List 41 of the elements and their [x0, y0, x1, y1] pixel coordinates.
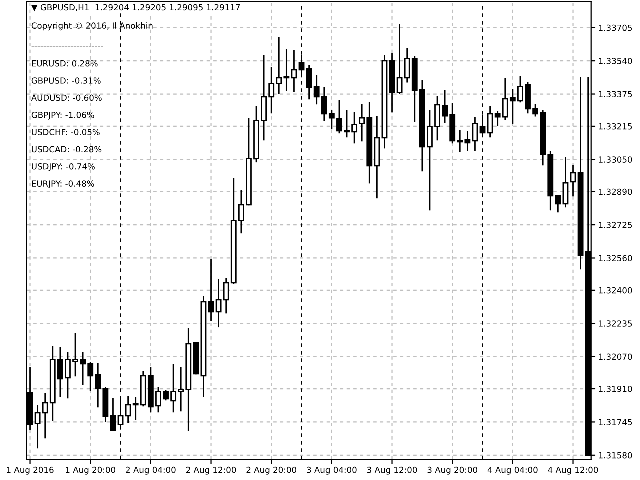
y-tick-label: 1.33375 — [599, 91, 632, 98]
annotation: AUDUSD: -0.60% — [31, 94, 102, 102]
x-tick-label: 4 Aug 04:00 — [488, 466, 538, 475]
x-tick-label: 3 Aug 04:00 — [307, 466, 357, 475]
x-tick-label: 4 Aug 12:00 — [548, 466, 598, 475]
y-tick-label: 1.31910 — [599, 386, 632, 392]
y-tick-label: 1.32560 — [599, 255, 632, 262]
candlestick — [291, 50, 298, 93]
candlestick — [472, 117, 478, 152]
annotation: ------------------------ — [32, 46, 104, 48]
x-tick-label: 1 Aug 20:00 — [66, 466, 116, 475]
y-tick-label: 1.33540 — [599, 58, 632, 64]
y-tick-label: 1.32070 — [599, 354, 632, 360]
candlestick — [562, 157, 569, 208]
candlestick — [208, 259, 214, 322]
y-tick-label: 1.33050 — [599, 156, 632, 163]
x-tick-label: 2 Aug 12:00 — [186, 466, 236, 475]
x-tick-label: 3 Aug 12:00 — [367, 466, 418, 475]
y-tick-label: 1.33705 — [599, 24, 632, 32]
x-tick-label: 2 Aug 20:00 — [246, 466, 296, 475]
x-tick-label: 2 Aug 04:00 — [126, 466, 176, 475]
annotation: USDCHF: -0.05% — [32, 129, 100, 136]
annotation: EURJPY: -0.48% — [32, 180, 94, 189]
annotation: USDJPY: -0.74% — [32, 163, 95, 172]
x-tick-label: 3 Aug 20:00 — [428, 466, 478, 475]
y-tick-label: 1.31580 — [599, 452, 632, 459]
annotation: EURUSD: 0.28% — [32, 60, 98, 67]
x-tick-label: 1 Aug 2016 — [7, 466, 54, 475]
candlestick — [570, 165, 576, 197]
y-tick-label: 1.33215 — [599, 123, 632, 130]
annotation: GBPJPY: -1.06% — [32, 112, 94, 120]
y-tick-label: 1.32890 — [599, 188, 632, 196]
y-tick-label: 1.32400 — [599, 287, 632, 294]
y-tick-label: 1.32235 — [599, 320, 632, 327]
y-tick-label: 1.32725 — [599, 222, 632, 228]
candlestick — [110, 398, 116, 432]
text: Copyright © 2016, Il Anokhin — [32, 22, 153, 31]
y-tick-label: 1.31745 — [599, 419, 632, 426]
chart-title: ▼ GBPUSD,H1 1.29204 1.29205 1.29095 1.29117 — [31, 4, 240, 12]
annotation: USDCAD: -0.28% — [32, 146, 102, 153]
annotation: GBPUSD: -0.31% — [32, 78, 101, 84]
